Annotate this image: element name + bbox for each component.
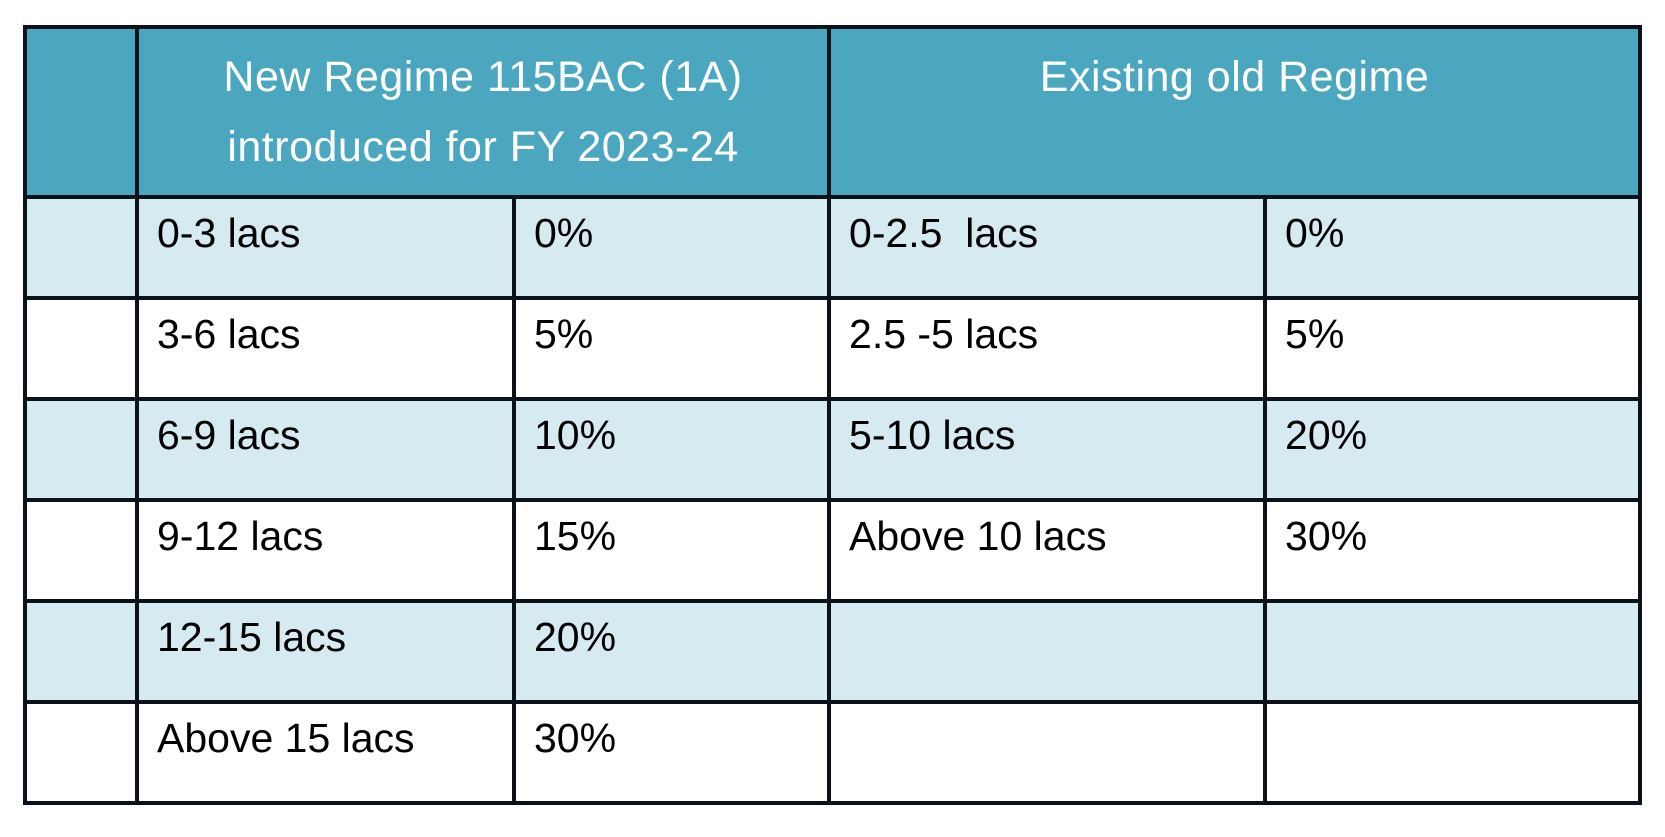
row-label-cell [23, 397, 139, 502]
old-regime-rate-cell [1263, 599, 1643, 704]
header-old-regime-label: Existing old Regime [1039, 53, 1430, 101]
old-regime-slab-cell: 2.5 -5 lacs [827, 296, 1268, 401]
old-regime-rate-cell: 20% [1263, 397, 1643, 502]
header-old-regime: Existing old Regime [827, 25, 1643, 199]
header-new-regime: New Regime 115BAC (1A) introduced for FY… [134, 25, 832, 199]
row-label-cell [23, 195, 139, 300]
tax-slab-comparison-table: New Regime 115BAC (1A) introduced for FY… [23, 25, 1643, 805]
table-row: Above 15 lacs 30% [23, 700, 1643, 805]
table-row: 0-3 lacs 0% 0-2.5 lacs 0% [23, 195, 1643, 300]
row-label-cell [23, 599, 139, 704]
new-regime-slab-cell: 6-9 lacs [135, 397, 516, 502]
header-new-regime-line2: introduced for FY 2023-24 [227, 122, 739, 171]
new-regime-rate-cell: 5% [511, 296, 832, 401]
old-regime-slab-cell: 5-10 lacs [827, 397, 1268, 502]
row-label-cell [23, 296, 139, 401]
old-regime-slab-cell [827, 599, 1268, 704]
old-regime-rate-cell [1263, 700, 1643, 805]
new-regime-slab-cell: 3-6 lacs [135, 296, 516, 401]
old-regime-slab-cell: Above 10 lacs [827, 498, 1268, 603]
table-row: 12-15 lacs 20% [23, 599, 1643, 704]
old-regime-slab-cell: 0-2.5 lacs [827, 195, 1268, 300]
table-header-row: New Regime 115BAC (1A) introduced for FY… [23, 25, 1643, 199]
new-regime-slab-cell: Above 15 lacs [135, 700, 516, 805]
header-corner-cell [23, 25, 139, 199]
new-regime-slab-cell: 0-3 lacs [135, 195, 516, 300]
new-regime-rate-cell: 30% [511, 700, 832, 805]
table-row: 3-6 lacs 5% 2.5 -5 lacs 5% [23, 296, 1643, 401]
table-row: 6-9 lacs 10% 5-10 lacs 20% [23, 397, 1643, 502]
old-regime-rate-cell: 5% [1263, 296, 1643, 401]
old-regime-rate-cell: 30% [1263, 498, 1643, 603]
new-regime-slab-cell: 12-15 lacs [135, 599, 516, 704]
new-regime-rate-cell: 10% [511, 397, 832, 502]
new-regime-rate-cell: 15% [511, 498, 832, 603]
row-label-cell [23, 700, 139, 805]
new-regime-slab-cell: 9-12 lacs [135, 498, 516, 603]
old-regime-rate-cell: 0% [1263, 195, 1643, 300]
row-label-cell [23, 498, 139, 603]
new-regime-rate-cell: 20% [511, 599, 832, 704]
table-row: 9-12 lacs 15% Above 10 lacs 30% [23, 498, 1643, 603]
old-regime-slab-cell [827, 700, 1268, 805]
new-regime-rate-cell: 0% [511, 195, 832, 300]
header-new-regime-line1: New Regime 115BAC (1A) [223, 53, 743, 101]
